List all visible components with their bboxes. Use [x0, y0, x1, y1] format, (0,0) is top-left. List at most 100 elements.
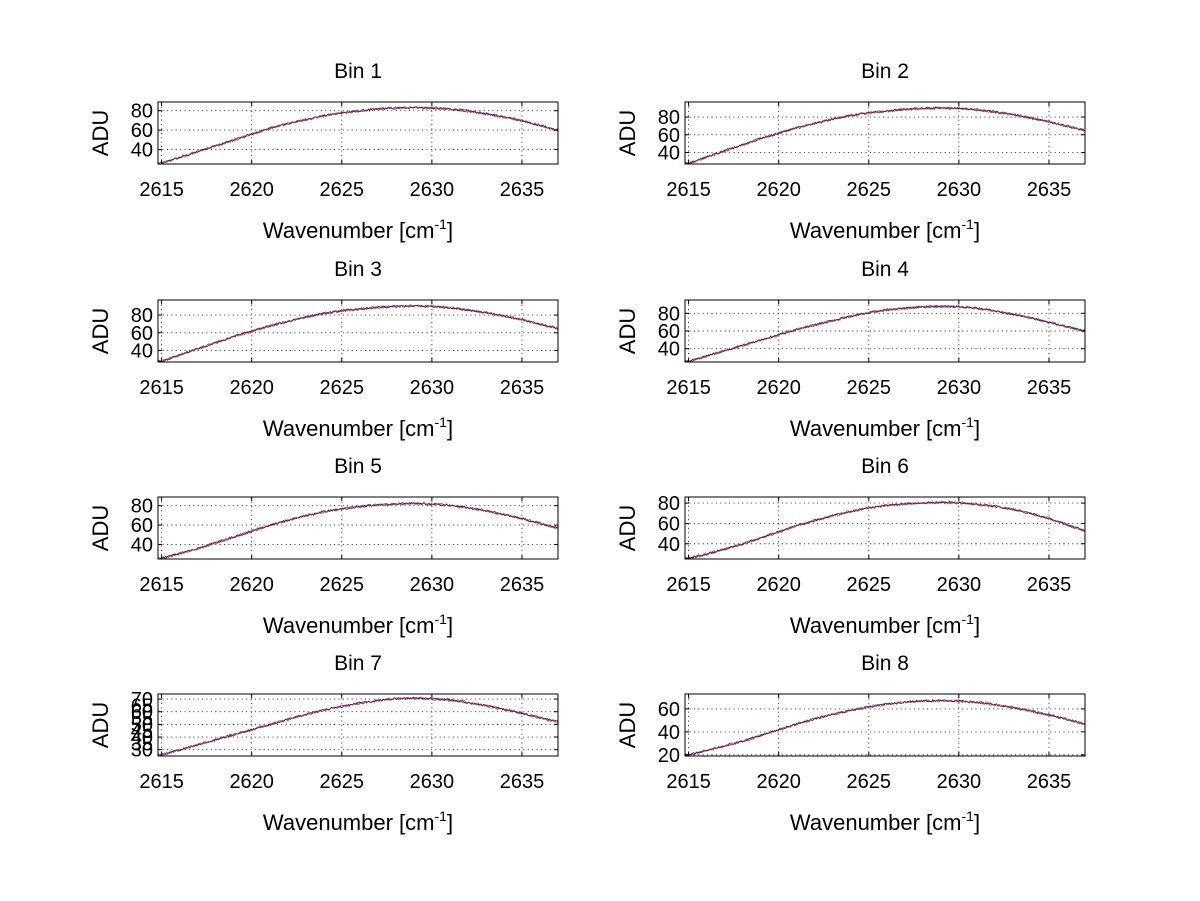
series-line-overlay — [685, 106, 1085, 164]
x-axis-label-close: ] — [447, 416, 453, 441]
y-tick-label: 40 — [658, 534, 680, 556]
y-tick-label: 70 — [131, 689, 153, 711]
y-axis-label: ADU — [615, 110, 640, 156]
x-tick-label: 2630 — [937, 574, 982, 596]
x-tick-label: 2630 — [937, 771, 982, 793]
y-tick-label: 80 — [658, 107, 680, 129]
y-tick-label: 60 — [658, 699, 680, 721]
series-line-2 — [685, 699, 1085, 756]
y-tick-label: 20 — [658, 745, 680, 767]
x-axis-label-close: ] — [447, 613, 453, 638]
x-tick-label: 2630 — [410, 771, 455, 793]
x-tick-label: 2625 — [847, 179, 892, 201]
x-axis-label: Wavenumber [cm-1] — [263, 414, 453, 441]
x-axis-label-superscript: -1 — [435, 611, 448, 627]
y-tick-label: 40 — [131, 727, 153, 749]
x-axis-label: Wavenumber [cm-1] — [790, 808, 980, 835]
y-axis-label: ADU — [88, 110, 113, 156]
x-axis-label-superscript: -1 — [962, 808, 975, 824]
y-axis-label: ADU — [88, 308, 113, 354]
x-tick-label: 2630 — [410, 179, 455, 201]
x-axis-label: Wavenumber [cm-1] — [263, 216, 453, 243]
y-tick-label-minor: 55 — [131, 708, 153, 730]
x-tick-label: 2630 — [410, 574, 455, 596]
y-axis-label: ADU — [615, 702, 640, 748]
x-axis-label-text: Wavenumber [cm — [263, 218, 435, 243]
x-tick-label: 2615 — [139, 574, 184, 596]
x-axis-label-close: ] — [447, 810, 453, 835]
x-tick-label: 2635 — [1027, 574, 1072, 596]
series-line-overlay — [158, 304, 558, 362]
series-line-2 — [685, 501, 1085, 559]
x-tick-label: 2630 — [410, 377, 455, 399]
x-tick-label: 2635 — [500, 179, 545, 201]
x-tick-label: 2635 — [500, 771, 545, 793]
y-tick-label: 60 — [131, 702, 153, 724]
x-tick-label: 2620 — [756, 377, 801, 399]
chart-title: Bin 5 — [334, 455, 382, 478]
x-tick-label: 2615 — [666, 377, 711, 399]
x-tick-label: 2620 — [229, 377, 274, 399]
x-tick-label: 2620 — [229, 574, 274, 596]
x-tick-label: 2620 — [229, 771, 274, 793]
series-line-2 — [685, 305, 1085, 362]
x-axis-label-superscript: -1 — [435, 414, 448, 430]
chart-title: Bin 3 — [334, 258, 382, 281]
x-axis-label-text: Wavenumber [cm — [790, 416, 962, 441]
y-tick-label-minor: 65 — [131, 695, 153, 717]
y-tick-label: 80 — [131, 496, 153, 518]
series-line-overlay — [158, 697, 558, 756]
x-tick-label: 2615 — [666, 574, 711, 596]
y-tick-label: 80 — [131, 305, 153, 327]
plot-frame — [684, 101, 1086, 165]
x-tick-label: 2630 — [937, 377, 982, 399]
chart-title: Bin 6 — [861, 455, 909, 478]
y-tick-label: 40 — [131, 534, 153, 556]
x-axis-label-close: ] — [447, 218, 453, 243]
y-tick-label: 40 — [658, 339, 680, 361]
x-tick-label: 2615 — [666, 771, 711, 793]
x-tick-label: 2635 — [1027, 179, 1072, 201]
x-tick-label: 2635 — [1027, 377, 1072, 399]
plot-frame — [157, 693, 559, 757]
y-axis-label: ADU — [88, 702, 113, 748]
plot-frame — [157, 496, 559, 560]
x-axis-label-superscript: -1 — [435, 808, 448, 824]
plot-frame — [157, 299, 559, 363]
series-line-overlay — [685, 501, 1085, 559]
chart-title: Bin 2 — [861, 60, 909, 83]
y-tick-label: 60 — [658, 321, 680, 343]
chart-title: Bin 7 — [334, 652, 382, 675]
x-tick-label: 2615 — [139, 377, 184, 399]
plot-frame — [157, 101, 559, 165]
x-tick-label: 2620 — [756, 574, 801, 596]
x-tick-label: 2620 — [756, 179, 801, 201]
y-tick-label: 60 — [131, 120, 153, 142]
x-tick-label: 2615 — [666, 179, 711, 201]
series-line-1 — [685, 500, 1085, 559]
y-axis-label: ADU — [615, 505, 640, 551]
y-tick-label: 80 — [658, 303, 680, 325]
x-axis-label: Wavenumber [cm-1] — [263, 808, 453, 835]
x-axis-label-text: Wavenumber [cm — [790, 810, 962, 835]
chart-title: Bin 8 — [861, 652, 909, 675]
y-tick-label: 80 — [658, 493, 680, 515]
x-tick-label: 2625 — [847, 771, 892, 793]
x-tick-label: 2625 — [320, 179, 365, 201]
x-axis-label-superscript: -1 — [962, 216, 975, 232]
y-tick-label-minor: 45 — [131, 721, 153, 743]
x-tick-label: 2635 — [500, 574, 545, 596]
y-tick-label: 80 — [131, 101, 153, 123]
series-line-overlay — [685, 699, 1085, 756]
x-tick-label: 2625 — [847, 377, 892, 399]
series-line-overlay — [685, 304, 1085, 362]
x-axis-label-superscript: -1 — [435, 216, 448, 232]
x-tick-label: 2615 — [139, 179, 184, 201]
x-axis-label: Wavenumber [cm-1] — [790, 611, 980, 638]
series-line-1 — [685, 304, 1085, 362]
